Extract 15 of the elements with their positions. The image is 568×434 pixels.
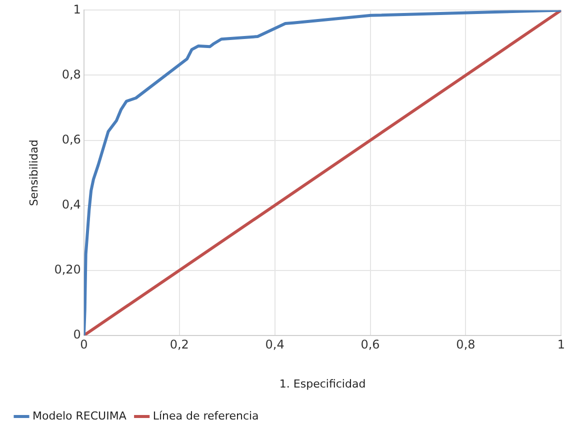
x-tick-label: 0,4 <box>265 338 284 352</box>
y-tick-label: 0 <box>73 328 81 342</box>
y-tick-label: 0,6 <box>62 132 81 146</box>
x-axis-title: 1. Especificidad <box>279 377 366 390</box>
y-axis-title: Sensibilidad <box>27 140 40 206</box>
y-tick-label: 0,20 <box>54 262 81 276</box>
x-tick-label: 0,2 <box>170 338 189 352</box>
legend-label: Modelo RECUIMA <box>32 409 127 422</box>
y-tick-label: 0,8 <box>62 67 81 82</box>
x-tick-label: 0,8 <box>456 338 476 352</box>
y-tick-label: 0,4 <box>62 197 81 212</box>
x-tick-label: 0,6 <box>360 338 380 352</box>
legend-label: Línea de referencia <box>152 409 259 422</box>
y-tick-label: 1 <box>73 2 81 16</box>
x-tick-label: 1 <box>557 338 566 352</box>
